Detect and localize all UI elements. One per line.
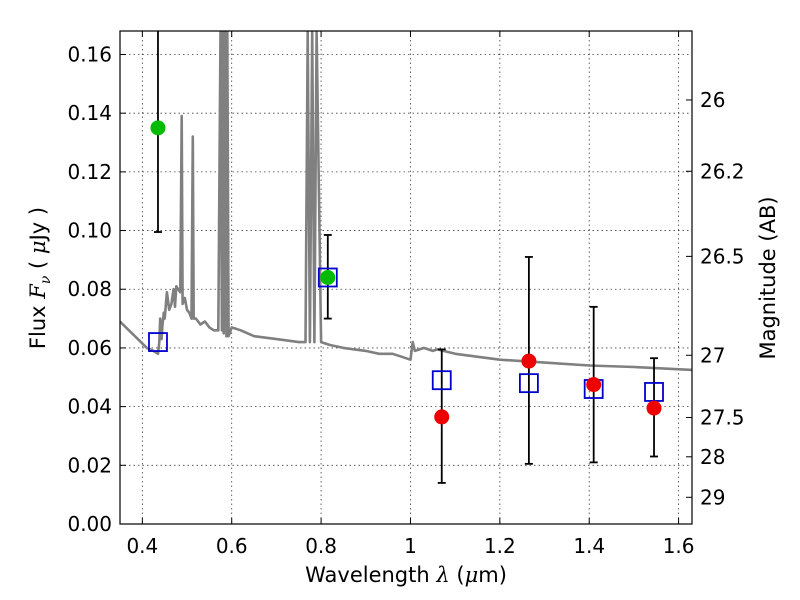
y-tick-label: 0.10	[67, 219, 112, 243]
y2-tick-label: 26.2	[700, 159, 745, 183]
x-tick-label: 0.8	[305, 534, 337, 558]
y-tick-label: 0.08	[67, 277, 112, 301]
y-tick-label: 0.00	[67, 512, 112, 536]
x-tick-label: 1.4	[573, 534, 605, 558]
x-tick-label: 1.2	[484, 534, 516, 558]
y2-axis-label: Magnitude (AB)	[756, 196, 780, 359]
observed_red-point	[586, 377, 602, 393]
grid	[120, 31, 692, 524]
data-markers	[148, 120, 664, 425]
y2-tick-label: 26	[700, 88, 725, 112]
x-tick-label: 0.4	[126, 534, 158, 558]
x-tick-label: 1.6	[663, 534, 695, 558]
observed_red-point	[434, 409, 450, 425]
y2-tick-label: 29	[700, 485, 725, 509]
y2-tick-label: 26.5	[700, 244, 745, 268]
model-spectrum	[120, 31, 692, 372]
observed_green-point	[150, 120, 166, 136]
y-tick-label: 0.06	[67, 336, 112, 360]
y-tick-label: 0.04	[67, 395, 112, 419]
observed_red-point	[646, 400, 662, 416]
model-flux-square	[518, 373, 539, 394]
y-axis-label: Flux Fν ( μJy )	[26, 207, 54, 349]
y-tick-label: 0.16	[67, 42, 112, 66]
y2-axis-ticks: 26 26.2 26.5 27 27.5 28 29	[686, 88, 745, 509]
model-spectrum-line	[120, 31, 692, 372]
y-tick-label: 0.14	[67, 101, 112, 125]
y2-tick-label: 28	[700, 445, 725, 469]
error-bars	[153, 31, 659, 484]
y-axis-ticks: 0.00 0.02 0.04 0.06 0.08 0.10 0.12 0.14 0.16	[67, 42, 126, 536]
y-tick-label: 0.02	[67, 453, 112, 477]
model-flux-square	[148, 332, 168, 352]
model-flux-square	[317, 267, 338, 288]
plot-frame	[119, 30, 693, 525]
y2-tick-label: 27.5	[700, 405, 745, 429]
x-tick-label: 1	[404, 534, 417, 558]
x-axis-ticks: 0.4 0.6 0.8 1 1.2 1.4 1.6	[126, 31, 695, 558]
observed_green-point	[320, 270, 336, 285]
model-flux-square	[431, 370, 452, 391]
observed_red-point	[521, 353, 537, 369]
x-tick-label: 0.6	[216, 534, 248, 558]
x-axis-label: Wavelength λ (μm)	[305, 563, 507, 587]
y2-tick-label: 27	[700, 343, 725, 367]
y-tick-label: 0.12	[67, 160, 112, 184]
